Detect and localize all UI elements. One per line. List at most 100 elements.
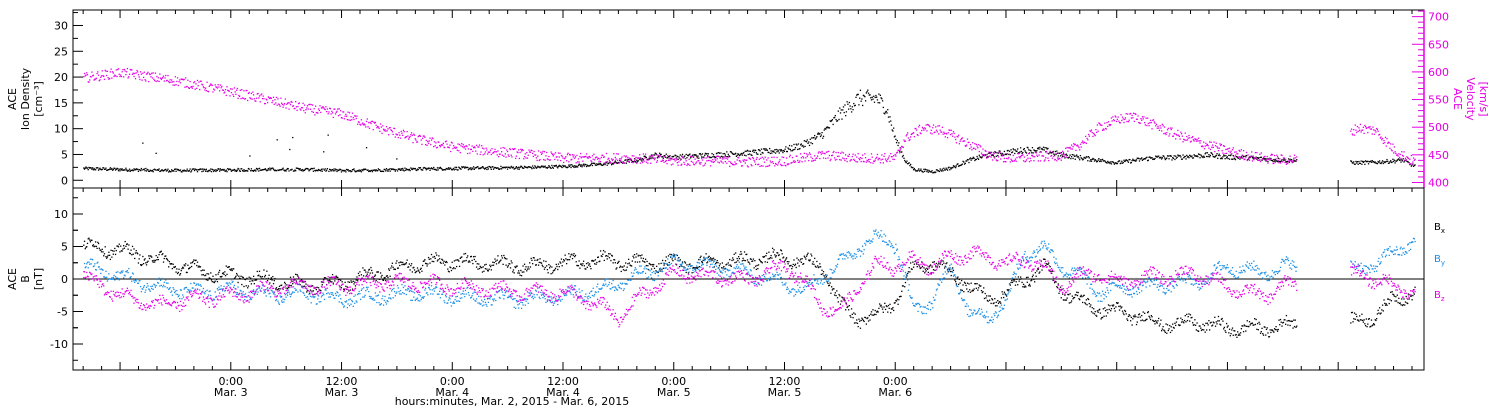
data-point [722,153,724,155]
data-point [444,141,447,143]
data-point [542,265,544,268]
data-point [1061,156,1063,159]
data-point [273,169,275,171]
data-point [1352,162,1354,164]
data-point [1022,160,1025,162]
data-point [830,158,832,160]
data-point [737,256,740,258]
data-point [828,127,831,129]
data-point [109,167,112,169]
data-point [1036,154,1038,156]
data-point [549,167,552,169]
data-point [933,131,935,134]
data-point [677,158,679,160]
data-point [773,156,775,158]
data-point [1076,154,1078,156]
data-point [1128,119,1130,121]
top-left-tick-label: 20 [54,71,68,84]
data-point [533,167,535,169]
data-point [763,148,765,150]
data-point [379,169,381,171]
data-point [715,155,718,158]
data-point [593,153,595,155]
data-point [307,168,309,170]
data-point [601,255,603,258]
data-point [264,168,266,171]
data-point [1085,299,1087,301]
data-point [272,168,275,170]
data-point [186,168,188,170]
data-point [94,245,96,247]
data-point [702,259,704,261]
data-point [534,154,536,156]
data-point [575,165,577,167]
data-point [283,103,286,105]
data-point [846,160,848,163]
data-point [654,152,656,154]
data-point [1248,158,1250,160]
data-point [456,169,459,171]
data-point [893,155,895,157]
data-point [1236,153,1238,155]
data-point [357,279,359,281]
data-point [1407,161,1409,163]
data-point [519,151,521,154]
data-point [783,156,785,159]
data-point [766,149,768,151]
data-point [1368,127,1370,129]
data-point [478,144,481,146]
data-point [854,154,856,156]
data-point [300,169,303,172]
data-point [737,259,739,262]
data-point [902,154,904,157]
data-point [1172,135,1174,137]
data-point [1217,147,1219,149]
data-point [706,153,708,155]
data-point [337,169,340,172]
data-point [1360,160,1362,162]
data-point [735,155,738,158]
data-point [364,168,366,170]
data-point [314,293,316,295]
data-point [1397,155,1399,157]
data-point [1142,311,1144,313]
data-point [359,170,361,172]
data-point [791,267,793,270]
data-point [627,160,630,163]
data-point [632,161,634,164]
data-point [109,258,112,261]
data-point [1239,150,1241,152]
data-point [1242,149,1245,152]
data-point [447,167,450,169]
data-point [1166,129,1169,131]
data-point [1214,145,1217,147]
data-point [430,258,432,260]
data-point [382,170,385,173]
data-point [1093,160,1096,162]
data-point [278,285,281,287]
data-point [213,88,215,90]
data-point [130,249,132,251]
data-point [619,265,622,267]
data-point [1107,162,1110,164]
data-point [548,155,550,158]
data-point [661,156,664,158]
data-point [703,157,705,159]
data-point [559,261,561,263]
data-point [726,263,728,265]
data-point [890,152,892,155]
data-point [1013,160,1015,162]
data-point [581,156,583,158]
data-point [981,291,983,294]
data-point [720,160,722,162]
data-point [847,108,850,110]
data-point [994,305,997,307]
data-point [1289,155,1291,157]
data-point [426,167,428,170]
data-point [645,156,647,159]
data-point [546,166,548,169]
data-point [853,312,855,314]
data-point [1144,122,1146,124]
data-point [572,254,574,257]
data-point [1389,161,1391,163]
